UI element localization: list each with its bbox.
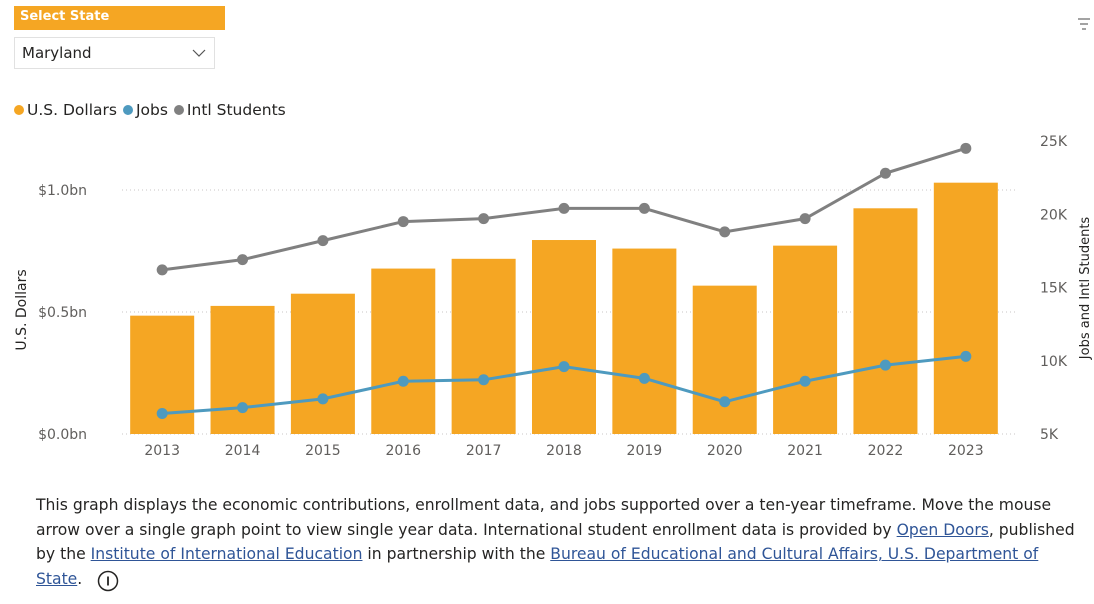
y-tick-label-right: 10K <box>1040 354 1068 370</box>
y-tick-label-left: $0.0bn <box>38 427 87 443</box>
bar-usd <box>290 293 355 434</box>
point-jobs <box>478 374 490 386</box>
bar-usd <box>612 248 677 434</box>
y-tick-label-right: 20K <box>1040 207 1068 223</box>
point-students <box>719 226 731 238</box>
chart-legend: U.S. Dollars Jobs Intl Students <box>14 101 286 119</box>
bar-usd <box>532 240 596 434</box>
legend-swatch-jobs <box>122 105 133 115</box>
x-tick-label: 2015 <box>305 443 341 459</box>
iie-link[interactable]: Institute of International Education <box>90 545 363 563</box>
state-dropdown-value: Maryland <box>22 44 92 62</box>
x-tick-label: 2022 <box>868 443 904 459</box>
point-students <box>156 264 168 276</box>
filter-lines-icon[interactable] <box>1077 16 1091 32</box>
point-jobs <box>879 359 891 371</box>
y-tick-label-right: 5K <box>1040 427 1059 443</box>
bar-usd <box>210 305 275 434</box>
legend-swatch-usd <box>14 105 24 115</box>
point-jobs <box>156 407 168 419</box>
point-students <box>478 213 490 225</box>
point-jobs <box>317 393 329 405</box>
y-axis-title-left: U.S. Dollars <box>14 269 30 350</box>
legend-item-usd[interactable]: U.S. Dollars <box>14 101 117 119</box>
point-jobs <box>237 402 249 414</box>
y-tick-label-left: $0.5bn <box>38 305 87 321</box>
bar-usd <box>933 182 998 434</box>
legend-item-jobs[interactable]: Jobs <box>122 101 168 119</box>
description-text-2: , published by the <box>36 520 1075 564</box>
point-students <box>799 213 811 225</box>
description-text-3: in partnership with the <box>362 545 551 563</box>
legend-label-jobs: Jobs <box>135 101 168 119</box>
point-students <box>960 142 972 154</box>
y-tick-label-right: 15K <box>1040 281 1068 297</box>
y-tick-label-left: $1.0bn <box>38 183 87 199</box>
open-doors-link[interactable]: Open Doors <box>896 520 989 539</box>
bar-usd <box>371 268 436 434</box>
point-students <box>317 235 329 247</box>
point-jobs <box>558 361 570 373</box>
combo-chart: $0.0bn $0.5bn $1.0bn 5K 10K 15K 20K 25K U.S. Dol… <box>14 134 1093 459</box>
description-text-1: This graph displays the economic contrib… <box>36 496 1052 539</box>
legend-item-students[interactable]: Intl Students <box>173 101 286 119</box>
x-tick-label: 2019 <box>627 443 663 459</box>
bar-usd <box>692 285 757 434</box>
bar-usd <box>853 208 918 434</box>
legend-label-students: Intl Students <box>186 101 286 119</box>
point-jobs <box>960 350 972 362</box>
point-students <box>558 202 570 214</box>
point-jobs <box>719 396 731 408</box>
point-jobs <box>799 375 811 387</box>
point-jobs <box>397 375 409 387</box>
point-jobs <box>638 372 650 384</box>
y-axis-title-right: Jobs and Intl Students <box>1078 217 1093 361</box>
bar-usd <box>773 245 838 434</box>
x-tick-label: 2013 <box>144 443 180 459</box>
x-tick-label: 2021 <box>787 443 823 459</box>
point-students <box>638 202 650 214</box>
x-tick-label: 2020 <box>707 443 743 459</box>
chart-description: This graph displays the economic contrib… <box>36 493 1076 592</box>
info-circle-icon[interactable] <box>97 570 119 592</box>
point-students <box>237 254 249 266</box>
x-tick-label: 2016 <box>385 443 421 459</box>
x-tick-label: 2018 <box>546 443 582 459</box>
state-dropdown[interactable]: Maryland <box>14 37 215 69</box>
y-tick-label-right: 25K <box>1040 134 1068 150</box>
select-state-header: Select State <box>14 6 225 30</box>
description-text-4: . <box>77 569 83 588</box>
bureau-link[interactable]: Bureau of Educational and Cultural Affai… <box>36 545 1039 588</box>
point-students <box>879 167 891 179</box>
point-students <box>397 216 409 228</box>
legend-swatch-students <box>173 105 184 115</box>
x-tick-label: 2014 <box>225 443 261 459</box>
chevron-down-icon <box>192 49 206 57</box>
x-tick-label: 2023 <box>948 443 984 459</box>
legend-label-usd: U.S. Dollars <box>27 101 117 119</box>
bar-usd <box>451 258 516 434</box>
x-tick-label: 2017 <box>466 443 502 459</box>
